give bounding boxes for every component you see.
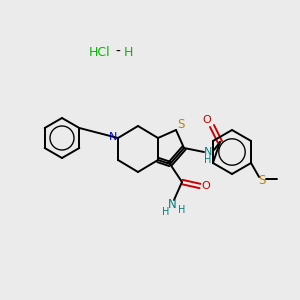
Text: -: -: [116, 45, 120, 59]
Text: H: H: [204, 155, 212, 165]
Text: S: S: [258, 173, 266, 187]
Text: HCl: HCl: [89, 46, 111, 59]
Text: N: N: [168, 197, 176, 211]
Text: H: H: [123, 46, 133, 59]
Text: O: O: [202, 115, 211, 125]
Text: N: N: [109, 132, 117, 142]
Text: N: N: [204, 147, 212, 157]
Text: O: O: [202, 181, 210, 191]
Text: S: S: [177, 118, 185, 131]
Text: H: H: [162, 207, 170, 217]
Text: H: H: [178, 205, 186, 215]
